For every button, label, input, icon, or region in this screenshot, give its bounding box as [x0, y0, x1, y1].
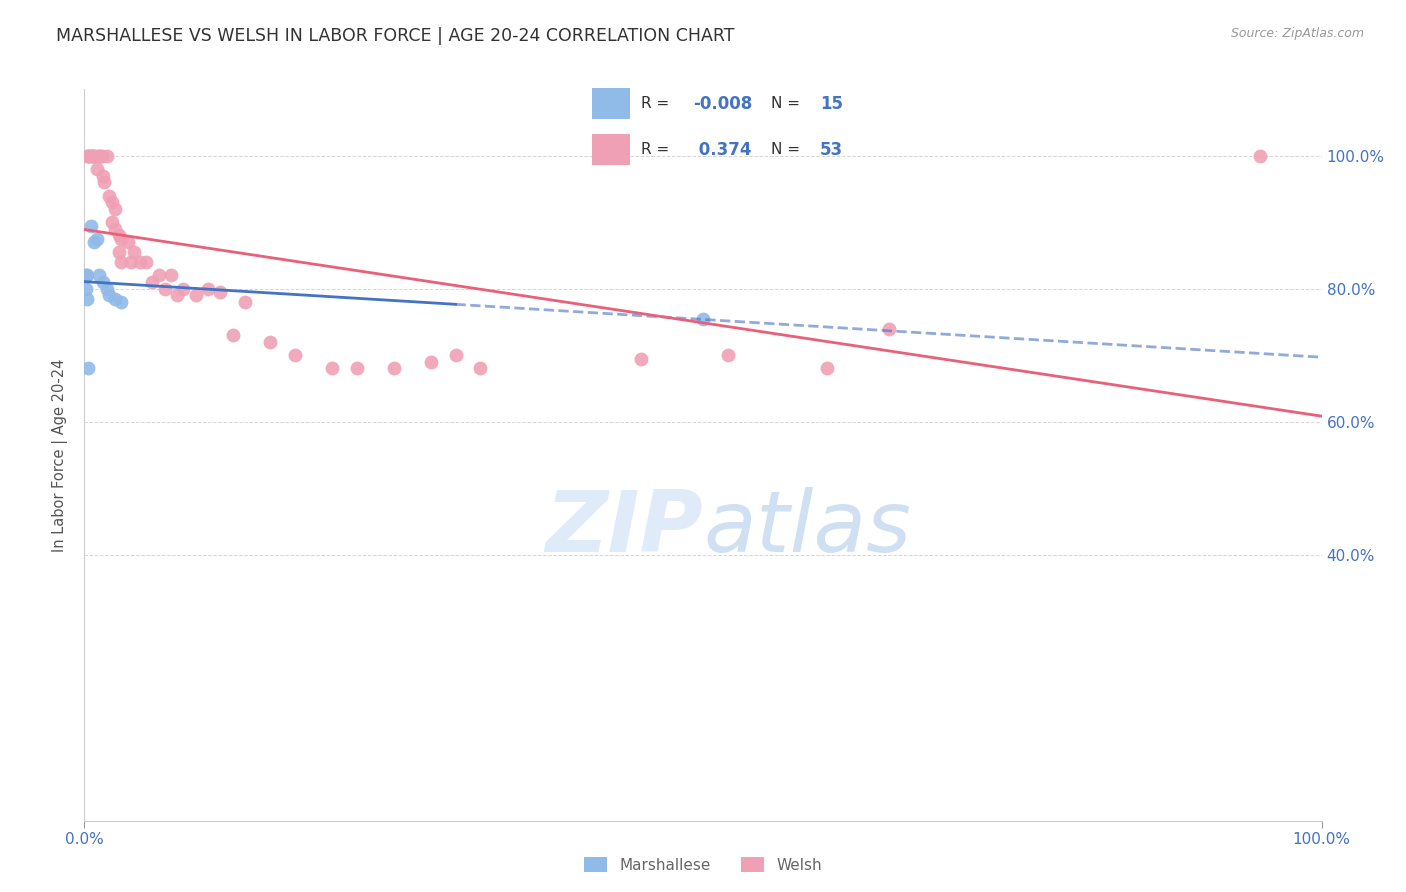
Point: [86, 161, 108, 176]
Text: 0.374: 0.374: [693, 141, 752, 159]
Text: N =: N =: [770, 96, 800, 111]
Point: [135, 255, 157, 269]
Point: [83, 235, 105, 249]
Point: [100, 215, 122, 229]
Point: [98, 188, 121, 202]
Point: [209, 285, 232, 299]
Point: [104, 222, 127, 236]
Text: 15: 15: [820, 95, 842, 112]
Point: [129, 255, 152, 269]
Point: [98, 288, 121, 302]
Point: [120, 255, 142, 269]
Point: [419, 355, 441, 369]
Point: [89, 149, 111, 163]
Text: MARSHALLESE VS WELSH IN LABOR FORCE | AGE 20-24 CORRELATION CHART: MARSHALLESE VS WELSH IN LABOR FORCE | AG…: [56, 27, 735, 45]
Point: [877, 321, 900, 335]
Point: [172, 282, 194, 296]
Point: [93, 175, 115, 189]
Point: [692, 311, 714, 326]
Legend: Marshallese, Welsh: Marshallese, Welsh: [578, 851, 828, 879]
Text: atlas: atlas: [703, 486, 911, 570]
Point: [321, 361, 343, 376]
Point: [75, 268, 97, 283]
Point: [100, 195, 122, 210]
Point: [233, 295, 256, 310]
Point: [89, 149, 111, 163]
Point: [184, 288, 207, 302]
Text: R =: R =: [641, 96, 669, 111]
Point: [444, 348, 467, 362]
Point: [1249, 149, 1271, 163]
Point: [79, 219, 101, 233]
Point: [91, 275, 114, 289]
Point: [96, 282, 118, 296]
Point: [382, 361, 405, 376]
Point: [89, 268, 111, 283]
Point: [75, 282, 97, 296]
Point: [160, 268, 183, 283]
Point: [79, 149, 101, 163]
Point: [77, 149, 100, 163]
Point: [815, 361, 838, 376]
Point: [197, 282, 219, 296]
Text: 53: 53: [820, 141, 844, 159]
Point: [91, 169, 114, 183]
Point: [148, 268, 170, 283]
Point: [346, 361, 368, 376]
Point: [82, 149, 104, 163]
Text: N =: N =: [770, 142, 800, 157]
Point: [141, 275, 163, 289]
Point: [76, 268, 98, 283]
Text: R =: R =: [641, 142, 669, 157]
Point: [110, 255, 132, 269]
Point: [470, 361, 492, 376]
Point: [108, 228, 131, 243]
Point: [104, 292, 127, 306]
Point: [284, 348, 307, 362]
Point: [166, 288, 188, 302]
Point: [222, 328, 245, 343]
Bar: [592, 135, 630, 165]
Point: [630, 351, 652, 366]
Point: [717, 348, 740, 362]
Point: [86, 149, 108, 163]
Point: [90, 149, 112, 163]
Point: [259, 334, 281, 349]
Point: [108, 245, 131, 260]
Point: [96, 149, 118, 163]
Point: [76, 292, 98, 306]
Point: [110, 232, 132, 246]
Text: Source: ZipAtlas.com: Source: ZipAtlas.com: [1230, 27, 1364, 40]
Point: [76, 149, 98, 163]
Point: [153, 282, 176, 296]
Point: [104, 202, 127, 216]
Text: ZIP: ZIP: [546, 486, 703, 570]
Y-axis label: In Labor Force | Age 20-24: In Labor Force | Age 20-24: [52, 359, 69, 551]
Point: [80, 149, 103, 163]
Point: [117, 235, 139, 249]
Point: [79, 149, 101, 163]
Point: [77, 361, 100, 376]
Point: [83, 149, 105, 163]
Point: [110, 295, 132, 310]
Point: [86, 232, 108, 246]
Point: [122, 245, 145, 260]
Text: -0.008: -0.008: [693, 95, 752, 112]
Bar: [592, 88, 630, 119]
